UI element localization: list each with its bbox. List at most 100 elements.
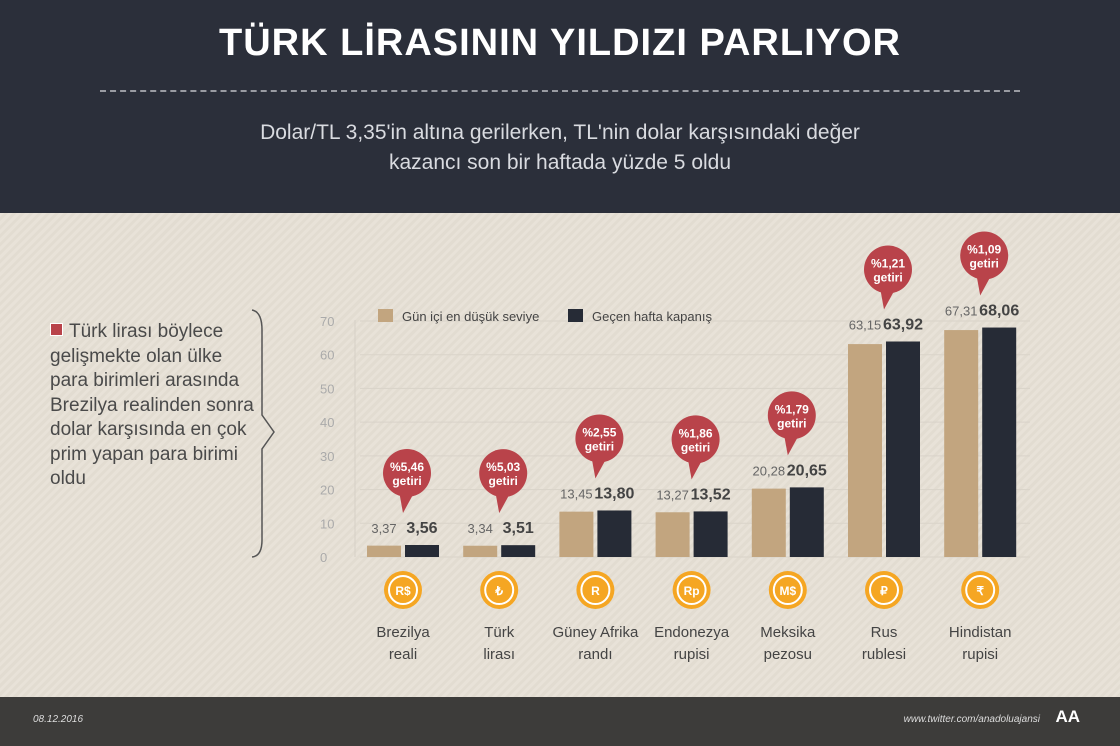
category-label: rupisi <box>962 646 998 663</box>
return-label: getiri <box>777 416 806 430</box>
side-note: Türk lirası böylece gelişmekte olan ülke… <box>50 320 260 492</box>
category-label: Brezilya <box>376 624 430 641</box>
y-tick-label: 40 <box>320 415 334 430</box>
y-tick-label: 20 <box>320 483 334 498</box>
currency-symbol: ₹ <box>976 584 984 598</box>
return-bubble <box>479 449 528 498</box>
return-label: getiri <box>873 270 902 284</box>
bar-close <box>789 487 824 557</box>
currency-icon-ring <box>772 575 803 605</box>
category-label: Türk <box>484 624 515 641</box>
bar-low <box>751 488 786 557</box>
return-percent: %5,03 <box>486 460 520 474</box>
bar-close <box>693 511 728 557</box>
legend-label: Geçen hafta kapanış <box>592 309 712 324</box>
currency-symbol: M$ <box>779 584 796 598</box>
return-bubble <box>671 415 720 464</box>
y-tick-label: 60 <box>320 348 334 363</box>
return-label: getiri <box>681 440 710 454</box>
currency-symbol: ₺ <box>494 584 503 598</box>
value-label-close: 68,06 <box>979 303 1019 320</box>
y-tick-label: 30 <box>320 449 334 464</box>
value-label-low: 13,45 <box>560 486 593 501</box>
value-label-low: 67,31 <box>945 304 978 319</box>
return-bubble <box>960 231 1009 280</box>
bar-low <box>655 512 690 557</box>
category-label: rupisi <box>674 646 710 663</box>
subtitle: Dolar/TL 3,35'in altına gerilerken, TL'n… <box>160 118 960 178</box>
return-percent: %2,55 <box>582 425 616 439</box>
divider <box>100 90 1020 92</box>
page-title: TÜRK LİRASININ YILDIZI PARLIYOR <box>219 22 901 64</box>
return-percent: %1,21 <box>871 256 905 270</box>
category-label: Güney Afrika <box>552 624 639 641</box>
category-label: pezosu <box>764 646 812 663</box>
footer: 08.12.2016 www.twitter.com/anadoluajansi… <box>0 697 1120 746</box>
currency-icon-ring <box>580 575 611 605</box>
currency-icon-ring <box>869 575 899 605</box>
value-label-low: 13,27 <box>656 487 689 502</box>
y-tick-label: 70 <box>320 314 334 329</box>
legend-swatch-low <box>378 309 393 322</box>
category-label: Rus <box>871 624 898 641</box>
return-label: getiri <box>970 257 999 271</box>
return-bubble <box>383 448 431 497</box>
bar-low <box>944 330 979 557</box>
currency-icon-ring <box>965 575 996 605</box>
bar-close <box>982 327 1017 557</box>
category-label: Endonezya <box>654 624 730 641</box>
value-label-low: 3,34 <box>468 521 493 536</box>
subtitle-line: Dolar/TL 3,35'in altına gerilerken, TL'n… <box>260 121 860 144</box>
return-percent: %1,79 <box>775 402 809 416</box>
return-label: getiri <box>585 439 614 453</box>
bracket <box>251 309 275 558</box>
value-label-close: 3,51 <box>503 520 534 537</box>
currency-symbol: Rp <box>684 584 700 598</box>
aa-logo: AA <box>1055 707 1080 726</box>
bar-close <box>501 545 536 557</box>
return-label: getiri <box>392 474 421 488</box>
return-label: getiri <box>489 474 518 488</box>
value-label-close: 20,65 <box>787 462 827 479</box>
twitter-link[interactable]: www.twitter.com/anadoluajansi <box>903 714 1040 725</box>
value-label-close: 63,92 <box>883 316 923 333</box>
bar-close <box>597 510 632 557</box>
currency-icon-ring <box>484 575 515 605</box>
value-label-close: 13,80 <box>594 485 634 502</box>
category-label: Hindistan <box>949 624 1012 641</box>
bar-low <box>463 545 498 557</box>
bar-low <box>848 344 882 557</box>
category-label: reali <box>389 646 417 663</box>
currency-symbol: R$ <box>395 584 411 598</box>
chart-area <box>0 213 1120 697</box>
currency-icon-ring <box>676 575 707 605</box>
category-label: lirası <box>483 646 515 663</box>
value-label-low: 63,15 <box>849 317 882 332</box>
category-label: Meksika <box>760 624 816 641</box>
currency-symbol: R <box>591 584 600 598</box>
return-percent: %5,46 <box>390 460 424 474</box>
return-percent: %1,09 <box>967 243 1001 257</box>
value-label-low: 3,37 <box>371 521 396 536</box>
date: 08.12.2016 <box>33 714 84 725</box>
category-label: randı <box>578 646 612 663</box>
value-label-close: 3,56 <box>406 520 437 537</box>
currency-icon-ring <box>388 575 418 605</box>
return-bubble <box>864 245 912 294</box>
currency-symbol: ₽ <box>880 584 888 598</box>
bar-close <box>886 341 920 557</box>
y-tick-label: 0 <box>320 550 327 565</box>
legend-swatch-close <box>568 309 583 322</box>
bar-close <box>405 544 439 557</box>
bar-low <box>559 511 594 557</box>
category-label: rublesi <box>862 646 906 663</box>
note-text: Türk lirası böylece gelişmekte olan ülke… <box>50 321 254 489</box>
value-label-close: 13,52 <box>691 486 731 503</box>
y-tick-label: 10 <box>320 516 334 531</box>
return-percent: %1,86 <box>679 426 713 440</box>
subtitle-line: kazancı son bir haftada yüzde 5 oldu <box>388 151 732 174</box>
return-bubble <box>575 414 624 463</box>
value-label-low: 20,28 <box>753 463 786 478</box>
bar-low <box>367 545 401 557</box>
